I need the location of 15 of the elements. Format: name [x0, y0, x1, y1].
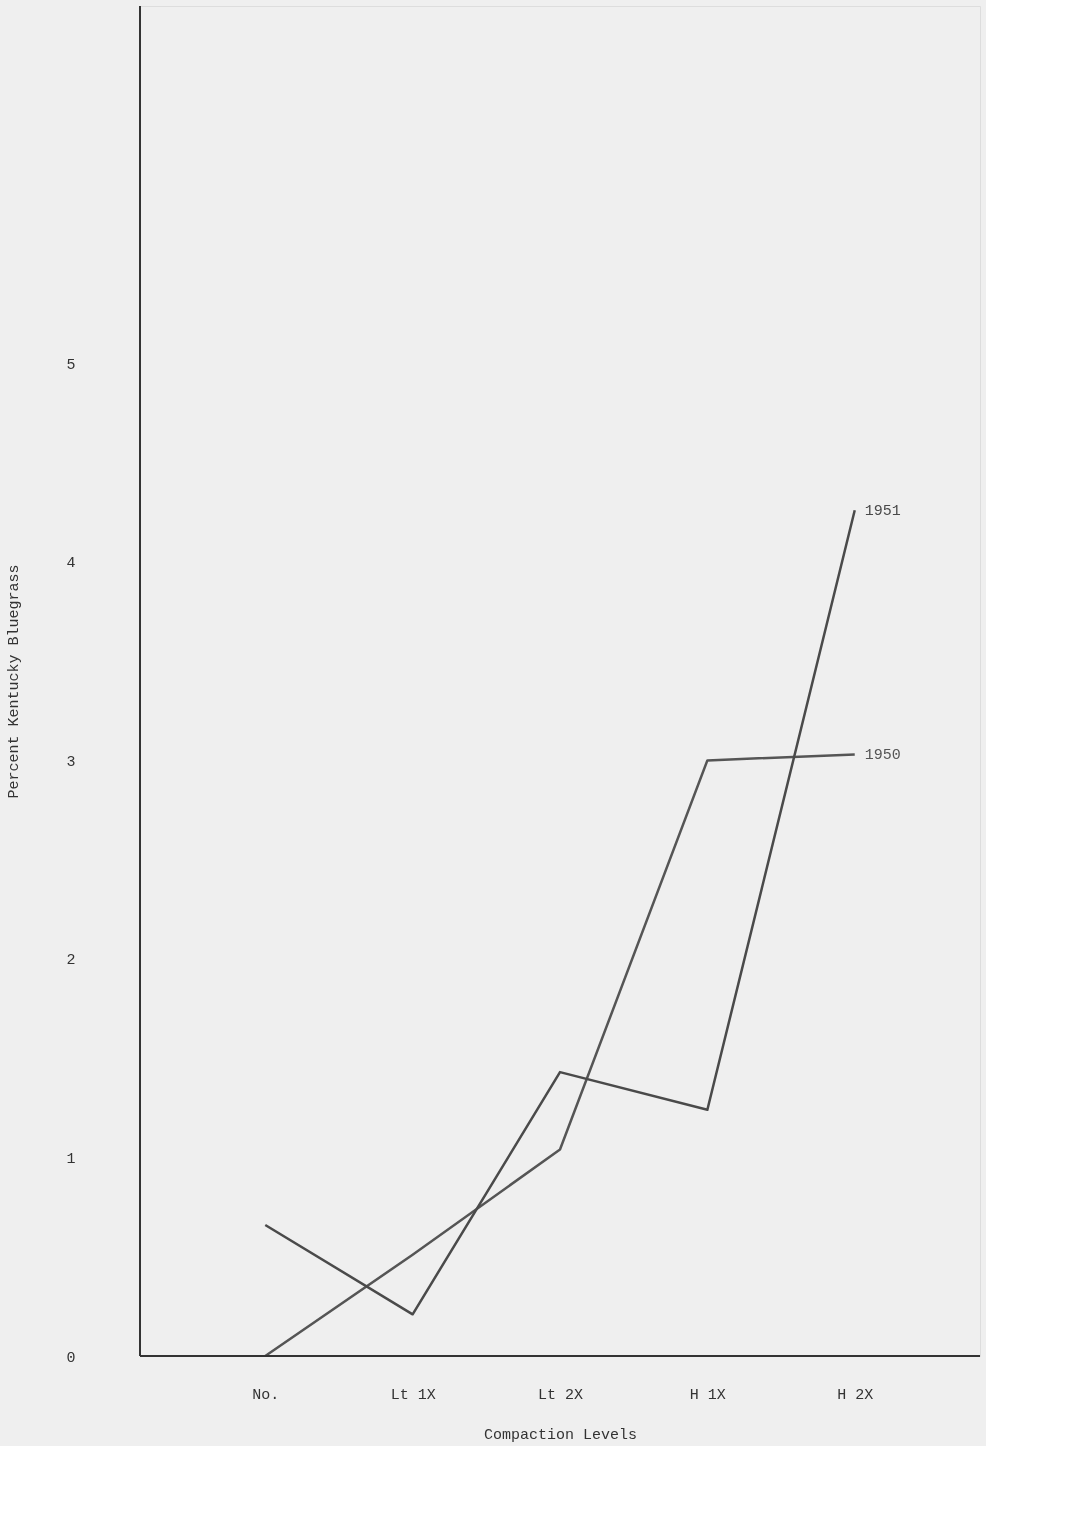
y-tick-label: 2	[66, 952, 76, 970]
x-axis-title: Compaction Levels	[483, 1426, 638, 1444]
y-tick-label: 4	[66, 555, 76, 573]
x-tick-label: No.	[252, 1386, 280, 1404]
series-label: 1951	[864, 503, 901, 521]
y-tick-label: 1	[66, 1150, 76, 1168]
y-tick-label: 5	[66, 356, 76, 374]
x-tick-label: H 2X	[837, 1386, 874, 1404]
y-axis-title: Percent Kentucky Bluegrass	[6, 564, 24, 799]
y-tick-label: 3	[66, 753, 76, 771]
x-tick-label: Lt 1X	[390, 1386, 436, 1404]
x-tick-label: Lt 2X	[537, 1386, 584, 1404]
x-tick-label: H 1X	[689, 1386, 726, 1404]
series-label: 1950	[864, 747, 901, 765]
y-tick-label: 0	[66, 1349, 76, 1367]
